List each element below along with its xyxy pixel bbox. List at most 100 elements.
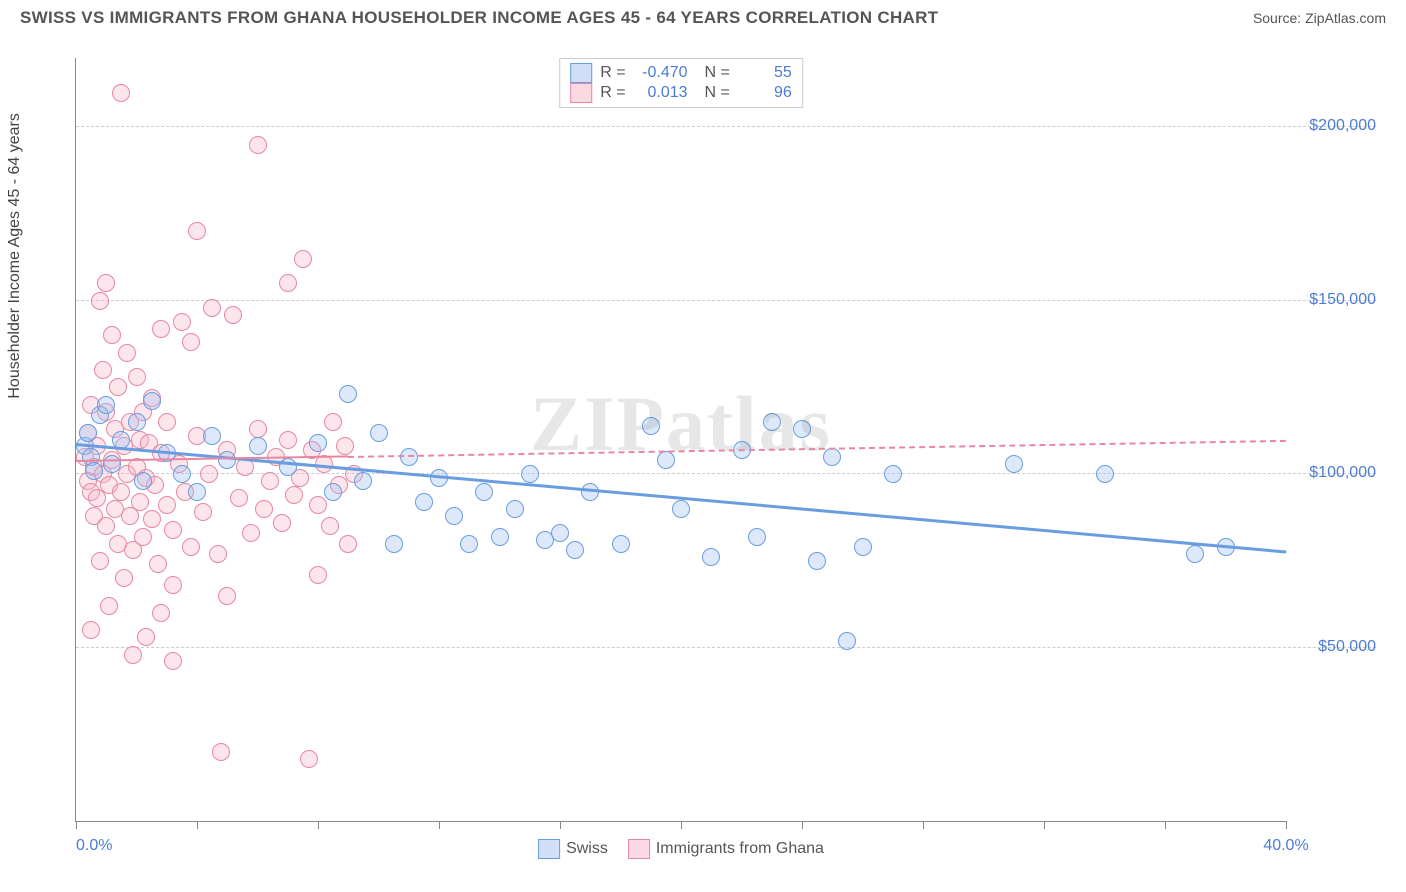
scatter-point <box>506 500 524 518</box>
scatter-point <box>115 569 133 587</box>
source-attribution: Source: ZipAtlas.com <box>1253 10 1386 26</box>
scatter-point <box>143 510 161 528</box>
legend-n-value: 55 <box>738 64 792 82</box>
scatter-point <box>182 538 200 556</box>
scatter-point <box>321 517 339 535</box>
chart-container: Householder Income Ages 45 - 64 years ZI… <box>20 40 1386 882</box>
scatter-point <box>255 500 273 518</box>
gridline: $150,000 <box>76 300 1376 301</box>
scatter-point <box>137 628 155 646</box>
scatter-point <box>164 576 182 594</box>
y-axis-label: Householder Income Ages 45 - 64 years <box>6 113 24 399</box>
scatter-point <box>224 306 242 324</box>
x-tick <box>681 821 682 829</box>
scatter-point <box>521 465 539 483</box>
x-tick <box>560 821 561 829</box>
scatter-point <box>793 420 811 438</box>
scatter-point <box>612 535 630 553</box>
scatter-point <box>131 493 149 511</box>
y-tick-label: $100,000 <box>1309 464 1376 482</box>
scatter-point <box>566 541 584 559</box>
scatter-point <box>97 274 115 292</box>
gridline: $200,000 <box>76 126 1376 127</box>
scatter-point <box>103 455 121 473</box>
scatter-point <box>285 486 303 504</box>
scatter-point <box>149 555 167 573</box>
scatter-point <box>460 535 478 553</box>
x-tick <box>1165 821 1166 829</box>
scatter-point <box>279 431 297 449</box>
scatter-point <box>200 465 218 483</box>
scatter-point <box>854 538 872 556</box>
legend-item: Immigrants from Ghana <box>628 839 824 859</box>
scatter-point <box>143 392 161 410</box>
series-legend: Swiss Immigrants from Ghana <box>538 839 824 859</box>
scatter-point <box>823 448 841 466</box>
scatter-point <box>324 483 342 501</box>
scatter-point <box>249 437 267 455</box>
x-tick-label: 40.0% <box>1263 837 1308 855</box>
scatter-point <box>279 274 297 292</box>
scatter-point <box>134 528 152 546</box>
legend-swatch <box>628 839 650 859</box>
scatter-point <box>164 652 182 670</box>
scatter-point <box>415 493 433 511</box>
scatter-point <box>242 524 260 542</box>
scatter-point <box>294 250 312 268</box>
scatter-point <box>164 521 182 539</box>
scatter-point <box>85 462 103 480</box>
x-tick <box>318 821 319 829</box>
legend-swatch <box>570 83 592 103</box>
scatter-point <box>91 292 109 310</box>
x-tick <box>197 821 198 829</box>
plot-area: ZIPatlas R =-0.470 N =55R =0.013 N =96 S… <box>75 58 1286 822</box>
legend-stat-label: R = <box>600 64 625 82</box>
legend-stat-label: R = <box>600 84 625 102</box>
scatter-point <box>748 528 766 546</box>
scatter-point <box>212 743 230 761</box>
scatter-point <box>309 566 327 584</box>
scatter-point <box>1186 545 1204 563</box>
scatter-point <box>173 313 191 331</box>
scatter-point <box>491 528 509 546</box>
scatter-point <box>182 333 200 351</box>
legend-label: Immigrants from Ghana <box>656 840 824 857</box>
legend-swatch <box>538 839 560 859</box>
scatter-point <box>324 413 342 431</box>
legend-stat-label: N = <box>696 64 730 82</box>
scatter-point <box>118 344 136 362</box>
scatter-point <box>339 385 357 403</box>
scatter-point <box>152 604 170 622</box>
legend-item: Swiss <box>538 839 608 859</box>
scatter-point <box>300 750 318 768</box>
scatter-point <box>188 222 206 240</box>
scatter-point <box>336 437 354 455</box>
scatter-point <box>128 413 146 431</box>
scatter-point <box>134 472 152 490</box>
x-tick-label: 0.0% <box>76 837 112 855</box>
scatter-point <box>1005 455 1023 473</box>
watermark: ZIPatlas <box>530 379 832 469</box>
scatter-point <box>884 465 902 483</box>
scatter-point <box>100 597 118 615</box>
scatter-point <box>94 361 112 379</box>
legend-r-value: 0.013 <box>634 84 688 102</box>
scatter-point <box>672 500 690 518</box>
gridline: $50,000 <box>76 647 1376 648</box>
y-tick-label: $150,000 <box>1309 291 1376 309</box>
legend-label: Swiss <box>566 840 608 857</box>
scatter-point <box>370 424 388 442</box>
scatter-point <box>1096 465 1114 483</box>
scatter-point <box>808 552 826 570</box>
scatter-point <box>158 496 176 514</box>
y-tick-label: $200,000 <box>1309 117 1376 135</box>
scatter-point <box>91 552 109 570</box>
scatter-point <box>209 545 227 563</box>
scatter-point <box>82 621 100 639</box>
legend-r-value: -0.470 <box>634 64 688 82</box>
chart-title: SWISS VS IMMIGRANTS FROM GHANA HOUSEHOLD… <box>20 8 938 28</box>
x-tick <box>1286 821 1287 829</box>
scatter-point <box>339 535 357 553</box>
legend-n-value: 96 <box>738 84 792 102</box>
scatter-point <box>79 424 97 442</box>
